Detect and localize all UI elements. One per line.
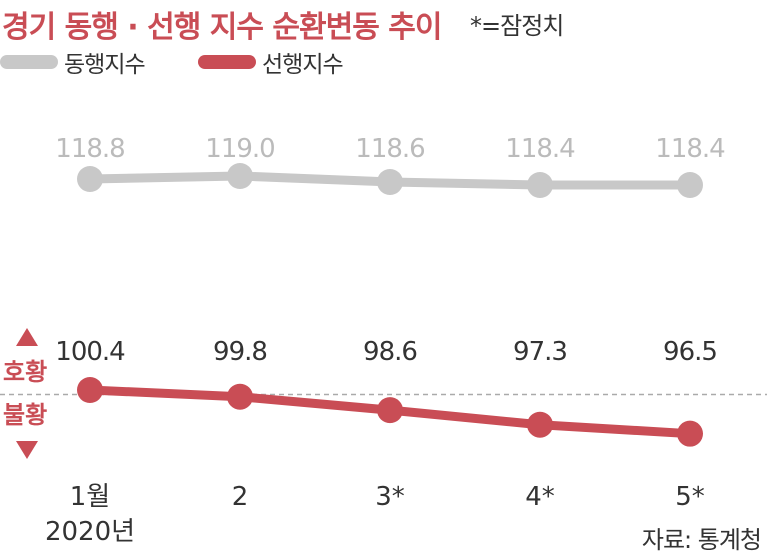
coincident-point-3 [377, 169, 403, 195]
legend: 동행지수 선행지수 [0, 44, 767, 80]
header: 경기 동행 · 선행 지수 순환변동 추이 *=잠정치 [0, 0, 767, 45]
coincident-data-label-2: 119.0 [205, 134, 274, 164]
legend-item-leading: 선행지수 [198, 44, 344, 80]
x-tick-label-3: 3* [375, 482, 405, 512]
x-tick-label-5: 5* [675, 482, 705, 512]
x-tick-label-1: 1월 [70, 482, 110, 512]
chart-title: 경기 동행 · 선행 지수 순환변동 추이 [2, 10, 442, 45]
leading-data-label-5: 96.5 [663, 337, 717, 367]
leading-data-label-2: 99.8 [213, 337, 267, 367]
legend-label-leading: 선행지수 [262, 52, 344, 78]
leading-point-3 [377, 397, 403, 424]
legend-swatch-coincident [0, 55, 58, 69]
coincident-point-4 [527, 172, 553, 198]
legend-item-coincident: 동행지수 [0, 44, 146, 80]
x-tick-sublabel-1: 2020년 [45, 517, 135, 547]
coincident-data-label-5: 118.4 [655, 134, 725, 164]
leading-data-label-3: 98.6 [363, 337, 417, 367]
coincident-point-1 [77, 166, 103, 192]
recession-arrow-icon [16, 441, 38, 459]
source-label: 자료: 통계청 [641, 526, 762, 554]
coincident-data-label-3: 118.6 [355, 134, 424, 164]
leading-point-1 [77, 377, 103, 403]
x-tick-label-2: 2 [232, 482, 249, 512]
coincident-point-2 [227, 163, 253, 189]
leading-data-label-1: 100.4 [55, 337, 125, 367]
boom-arrow-icon [16, 328, 38, 346]
coincident-point-5 [677, 172, 703, 198]
x-tick-label-4: 4* [525, 482, 555, 512]
recession-label: 불황 [3, 401, 47, 429]
leading-data-label-4: 97.3 [513, 337, 567, 367]
provisional-note: *=잠정치 [470, 12, 564, 40]
leading-point-2 [227, 383, 253, 410]
legend-swatch-leading [198, 55, 256, 69]
leading-point-4 [527, 411, 553, 438]
leading-point-5 [677, 420, 703, 447]
legend-label-coincident: 동행지수 [64, 52, 146, 78]
boom-label: 호황 [3, 358, 47, 386]
coincident-data-label-1: 118.8 [55, 134, 124, 164]
coincident-data-label-4: 118.4 [505, 134, 575, 164]
